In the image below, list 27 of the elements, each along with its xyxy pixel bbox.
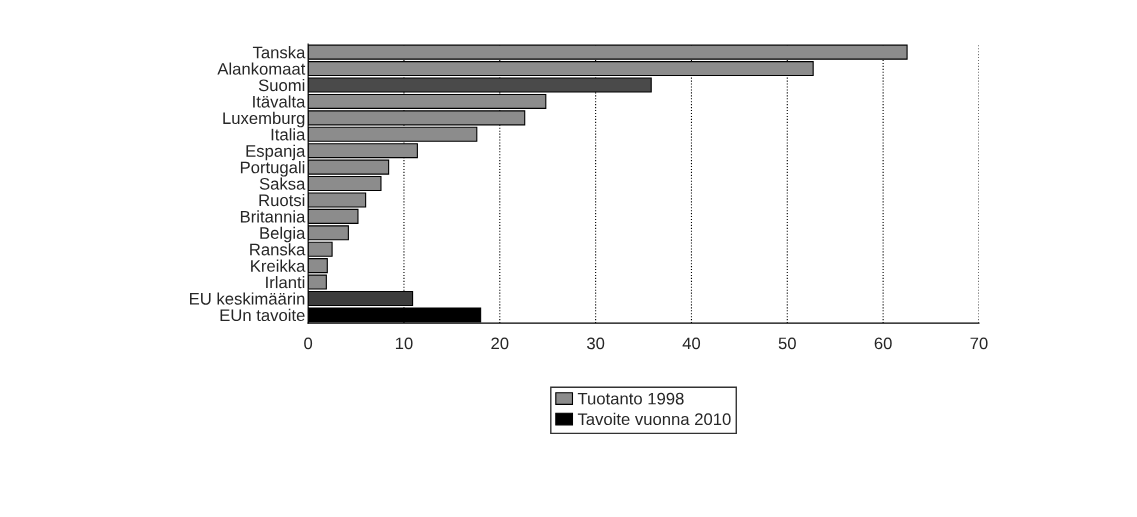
x-tick-label: 70 <box>970 337 988 350</box>
y-tick-label: Saksa <box>259 177 306 190</box>
y-tick-label: Tanska <box>252 46 306 59</box>
legend-label: Tavoite vuonna 2010 <box>577 412 731 426</box>
y-tick-label: Luxemburg <box>223 111 305 128</box>
x-tick-label: 0 <box>304 337 313 350</box>
y-tick-label: Italia <box>271 128 306 141</box>
y-tick-label: Ruotsi <box>259 193 305 207</box>
y-tick-label: Britannia <box>240 210 306 223</box>
x-tick-label: 60 <box>874 337 892 350</box>
y-tick-label: EUn tavoite <box>220 308 305 322</box>
y-tick-label: Itävalta <box>253 95 306 108</box>
y-tick-label: Belgia <box>260 226 306 243</box>
y-tick-label: Ranska <box>250 243 306 256</box>
legend-label: Tuotanto 1998 <box>577 392 684 405</box>
x-tick-label: 40 <box>682 337 701 350</box>
x-tick-label: 30 <box>586 337 605 350</box>
y-tick-label: Espanja <box>246 144 306 161</box>
y-tick-label: Portugali <box>240 161 305 177</box>
x-tick-label: 20 <box>491 337 509 350</box>
x-tick-label: 10 <box>395 337 413 350</box>
y-tick-label: EU keskimäärin <box>190 292 305 305</box>
y-tick-label: Alankomaat <box>217 62 306 75</box>
y-tick-label: Kreikka <box>251 259 306 272</box>
x-tick-label: 50 <box>778 337 796 350</box>
y-tick-label: Suomi <box>258 78 305 92</box>
y-tick-label: Irlanti <box>266 276 305 289</box>
